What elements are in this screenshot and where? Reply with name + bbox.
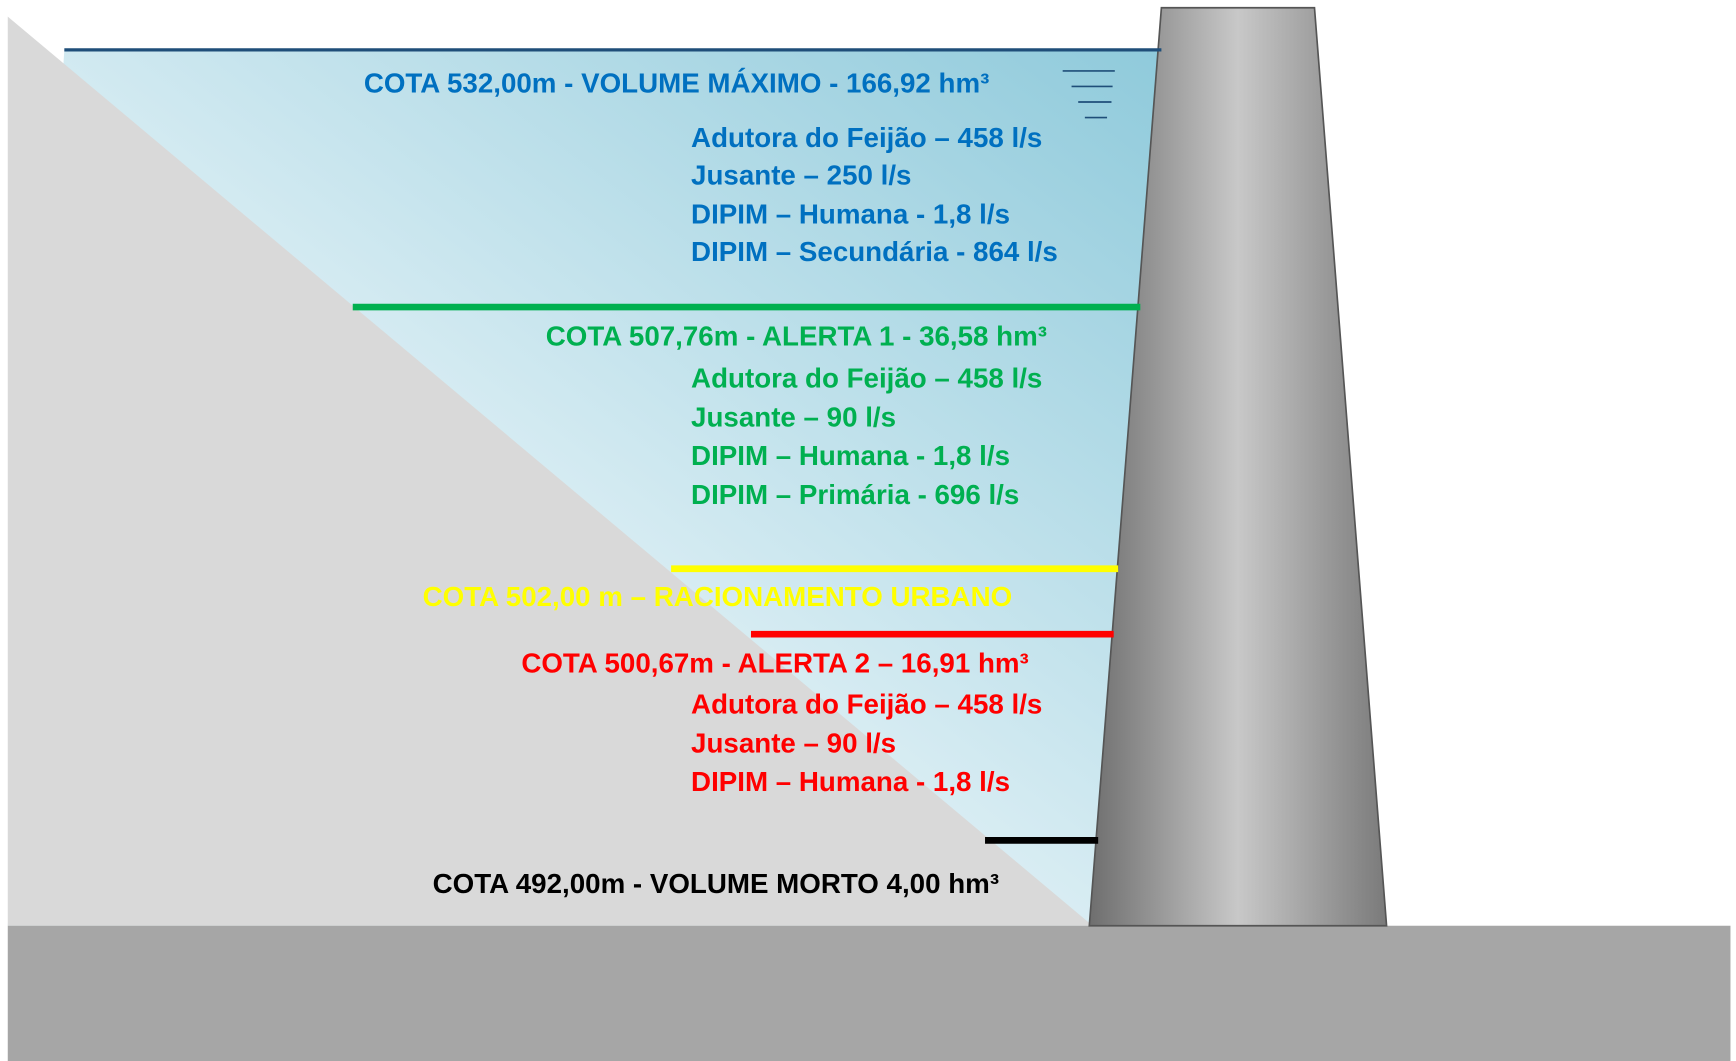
level-item: Jusante – 250 l/s	[691, 160, 911, 191]
level-item: Adutora do Feijão – 458 l/s	[691, 122, 1042, 153]
level-title: COTA 532,00m - VOLUME MÁXIMO - 166,92 hm…	[364, 68, 990, 99]
level-title: COTA 507,76m - ALERTA 1 - 36,58 hm³	[546, 320, 1047, 351]
level-item: DIPIM – Humana - 1,8 l/s	[691, 766, 1010, 797]
page: COTA 532,00m - VOLUME MÁXIMO - 166,92 hm…	[0, 0, 1736, 1061]
level-item: DIPIM – Humana - 1,8 l/s	[691, 199, 1010, 230]
ground	[8, 926, 1731, 1061]
level-item: Jusante – 90 l/s	[691, 401, 896, 432]
level-item: Adutora do Feijão – 458 l/s	[691, 363, 1042, 394]
dam-diagram: COTA 532,00m - VOLUME MÁXIMO - 166,92 hm…	[0, 0, 1736, 1061]
level-item: DIPIM – Secundária - 864 l/s	[691, 236, 1058, 267]
level-title: COTA 492,00m - VOLUME MORTO 4,00 hm³	[433, 868, 999, 899]
level-item: Jusante – 90 l/s	[691, 727, 896, 758]
level-item: DIPIM – Humana - 1,8 l/s	[691, 440, 1010, 471]
level-item: DIPIM – Primária - 696 l/s	[691, 479, 1019, 510]
level-title: COTA 502,00 m – RACIONAMENTO URBANO	[423, 581, 1013, 612]
level-title: COTA 500,67m - ALERTA 2 – 16,91 hm³	[521, 648, 1028, 679]
level-item: Adutora do Feijão – 458 l/s	[691, 689, 1042, 720]
